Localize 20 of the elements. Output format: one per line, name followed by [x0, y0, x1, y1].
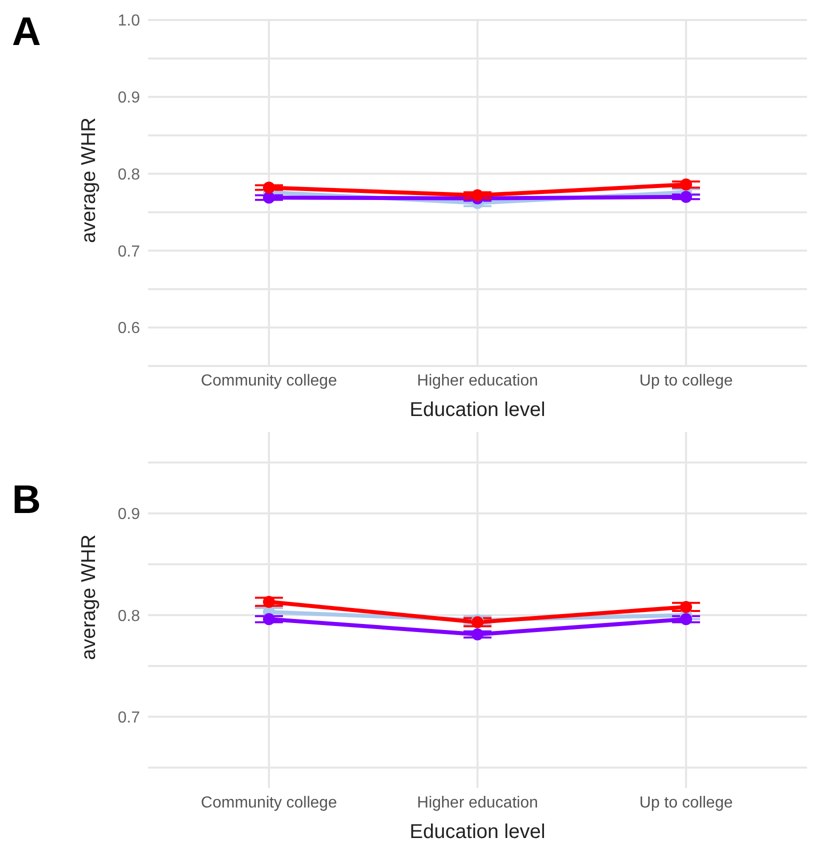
x-tick-label: Community college [200, 372, 338, 390]
y-tick-label: 0.8 [118, 166, 140, 184]
text: B [12, 478, 41, 523]
x-tick-label: Community college [200, 794, 338, 812]
x-tick-label: Up to college [639, 372, 733, 390]
y-tick-label: 0.8 [118, 608, 140, 625]
y-tick-label: 1.0 [118, 12, 140, 30]
x-tick-label: Higher education [417, 372, 538, 390]
y-tick-label: 0.7 [118, 709, 140, 726]
x-tick-label: Up to college [639, 794, 733, 812]
y-axis-title: average WHR [78, 534, 100, 660]
chart-title: A [12, 10, 41, 55]
y-axis-title: average WHR [78, 117, 100, 243]
y-tick-label: 0.7 [118, 243, 140, 260]
x-axis-title: Education level [410, 821, 546, 843]
y-tick-label: 0.9 [118, 90, 140, 107]
x-tick-label: Higher education [417, 794, 538, 812]
x-axis-title: Education level [410, 399, 546, 421]
y-tick-label: 0.9 [118, 506, 140, 524]
y-tick-label: 0.6 [118, 320, 140, 338]
